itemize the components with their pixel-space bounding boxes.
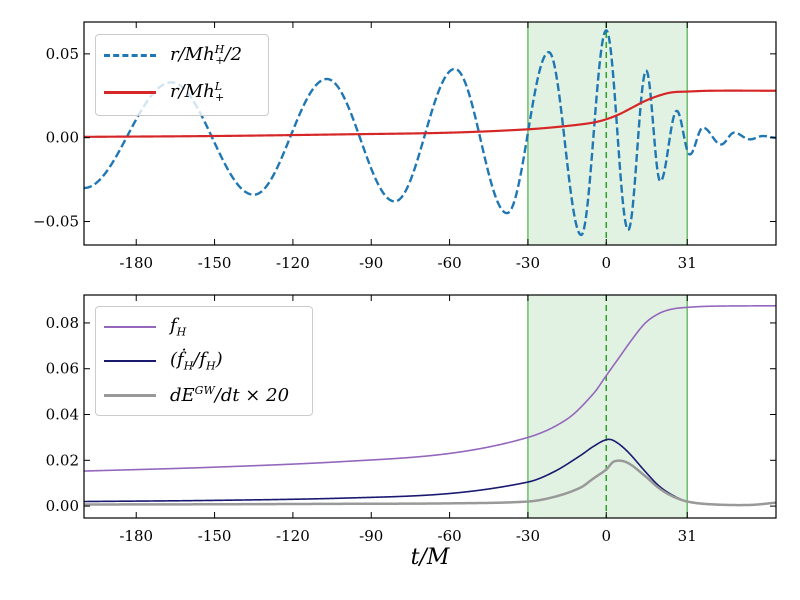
x-tick-label: -60	[438, 527, 462, 545]
shaded-region	[527, 22, 688, 245]
y-tick-label: 0.00	[46, 129, 79, 147]
x-tick-label: -90	[359, 254, 383, 272]
x-tick-label: -150	[198, 254, 232, 272]
series-line-0-1	[84, 89, 776, 138]
y-tick-label: 0.08	[46, 314, 79, 332]
x-tick-label: -120	[276, 527, 310, 545]
y-tick-label: 0.04	[46, 406, 79, 424]
legend-item-fdot: (ḟH/fH)	[96, 346, 223, 376]
series-line-1-2	[84, 459, 776, 507]
legend-bottom: fH (ḟH/fH) dEGW/dt × 20	[95, 306, 313, 416]
legend-swatch-hH	[104, 53, 156, 57]
series-line-1-0	[84, 304, 776, 472]
x-tick-label: 31	[678, 254, 697, 272]
x-tick-label: 0	[601, 527, 611, 545]
legend-label-fdot: (ḟH/fH)	[170, 349, 223, 373]
x-tick-label: -180	[119, 527, 153, 545]
y-tick-label: 0.02	[46, 451, 79, 469]
legend-item-hH: r/MhH+/2	[96, 40, 242, 70]
legend-item-fH: fH	[96, 312, 186, 342]
x-tick-label: -60	[438, 254, 462, 272]
x-axis-label: t/M	[410, 545, 450, 570]
legend-label-fH: fH	[170, 315, 187, 339]
legend-item-dE: dEGW/dt × 20	[96, 380, 289, 410]
legend-swatch-dE	[104, 393, 156, 397]
legend-top: r/MhH+/2 r/MhL+	[95, 34, 269, 116]
x-tick-label: -90	[359, 527, 383, 545]
axes-frame	[83, 294, 777, 519]
panel-0: -180 -150 -120 -90 -60 -30 0 31 −0.05 0.00 0.05	[33, 21, 777, 272]
y-tick-label: −0.05	[33, 213, 79, 231]
shaded-region	[527, 295, 688, 518]
panel-1: -180 -150 -120 -90 -60 -30 0 31 0.00 0.02 0.04 0.06…	[46, 294, 777, 545]
x-tick-label: 31	[678, 527, 697, 545]
legend-swatch-fdot	[104, 360, 156, 362]
x-tick-label: -30	[516, 527, 540, 545]
legend-swatch-fH	[104, 326, 156, 328]
legend-label-hH: r/MhH+/2	[170, 42, 243, 68]
legend-label-dE: dEGW/dt × 20	[170, 384, 290, 406]
legend-item-hL: r/MhL+	[96, 77, 224, 107]
legend-label-hL: r/MhL+	[170, 79, 225, 105]
x-tick-label: -180	[119, 254, 153, 272]
y-tick-label: 0.00	[46, 497, 79, 515]
x-tick-label: -150	[198, 527, 232, 545]
series-line-1-1	[84, 438, 776, 506]
y-tick-label: 0.05	[46, 45, 79, 63]
x-tick-label: -30	[516, 254, 540, 272]
axes-frame	[83, 21, 777, 246]
x-tick-label: 0	[601, 254, 611, 272]
x-tick-label: -120	[276, 254, 310, 272]
y-tick-label: 0.06	[46, 360, 79, 378]
legend-swatch-hL	[104, 90, 156, 94]
